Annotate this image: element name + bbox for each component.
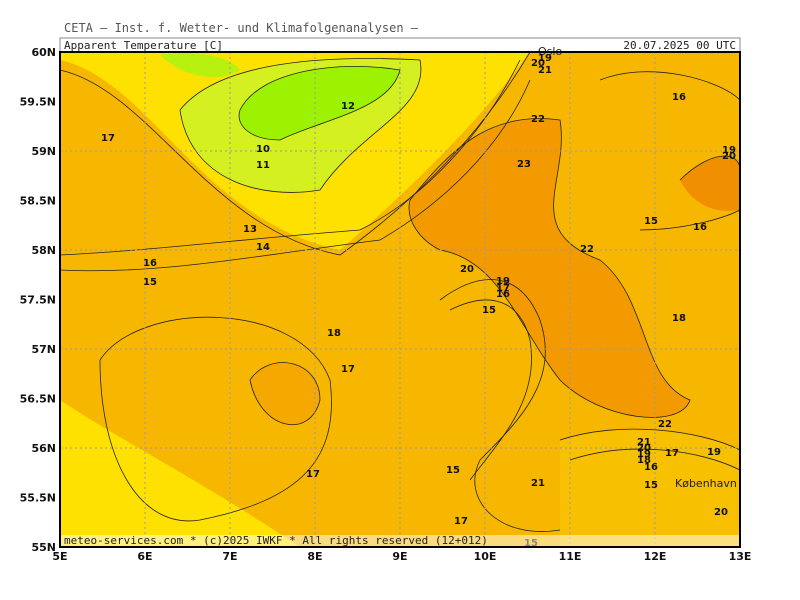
contour-label: 21 xyxy=(531,478,545,489)
lon-label: 11E xyxy=(559,550,582,563)
isoline-labels: OsloKøbenhavn171210111314161520191716151… xyxy=(101,45,737,549)
contour-label: 19 xyxy=(637,449,651,460)
contour-label: 15 xyxy=(644,480,658,491)
contour-label: 16 xyxy=(143,258,157,269)
lon-label: 8E xyxy=(307,550,322,563)
contour-label: 19 xyxy=(707,447,721,458)
lat-label: 57.5N xyxy=(20,294,56,307)
lat-label: 60N xyxy=(31,46,56,59)
contour-label: 15 xyxy=(482,305,496,316)
contour-label: 14 xyxy=(256,242,270,253)
lon-label: 10E xyxy=(474,550,497,563)
contour-label: 20 xyxy=(531,58,545,69)
lat-label: 59.5N xyxy=(20,96,56,109)
lat-label: 55N xyxy=(31,541,56,554)
contour-label: 16 xyxy=(496,289,510,300)
contour-label: 18 xyxy=(327,328,341,339)
lat-label: 55.5N xyxy=(20,492,56,505)
contour-label: 16 xyxy=(693,222,707,233)
graticule xyxy=(60,52,740,547)
footer-band xyxy=(60,535,740,547)
lon-label: 13E xyxy=(729,550,752,563)
lon-label: 6E xyxy=(137,550,152,563)
lat-label: 59N xyxy=(31,145,56,158)
contour-label: 20 xyxy=(460,264,474,275)
contour-label: 15 xyxy=(644,216,658,227)
contour-label: 16 xyxy=(644,462,658,473)
header: CETA — Inst. f. Wetter- und Klimafolgena… xyxy=(64,21,419,35)
contour-label: 22 xyxy=(531,114,545,125)
contour-label: 17 xyxy=(306,469,320,480)
contour-label: 15 xyxy=(143,277,157,288)
contour-label: 18 xyxy=(672,313,686,324)
contour-label: 15 xyxy=(446,465,460,476)
contour-label: 19 xyxy=(722,145,736,156)
contour-label: 17 xyxy=(341,364,355,375)
contour-label: 10 xyxy=(256,144,270,155)
lat-label: 58N xyxy=(31,244,56,257)
contour-label: 17 xyxy=(101,133,115,144)
contour-label: 21 xyxy=(637,437,651,448)
lon-label: 9E xyxy=(392,550,407,563)
contour-label: 21 xyxy=(538,65,552,76)
axes: 60N 59.5N 59N 58.5N 58N 57.5N 57N 56.5N 56N 55.5N… xyxy=(20,46,752,563)
isolines xyxy=(60,52,740,532)
lon-label: 7E xyxy=(222,550,237,563)
footer: meteo-services.com * (c)2025 IWKF * All … xyxy=(64,534,488,547)
contour-label: 17 xyxy=(454,516,468,527)
lon-label: 12E xyxy=(644,550,667,563)
map-date: 20.07.2025 00 UTC xyxy=(623,39,736,52)
contour-label: 12 xyxy=(341,101,355,112)
contour-label: 18 xyxy=(637,455,651,466)
contour-label: 20 xyxy=(714,507,728,518)
lat-label: 57N xyxy=(31,343,56,356)
contour-label: 22 xyxy=(580,244,594,255)
city-label: København xyxy=(675,477,737,490)
contour-label: 13 xyxy=(243,224,257,235)
lon-label: 5E xyxy=(52,550,67,563)
contour-label: 20 xyxy=(722,151,736,162)
contour-label: 19 xyxy=(538,53,552,64)
lat-label: 56N xyxy=(31,442,56,455)
contour-label: 16 xyxy=(672,92,686,103)
contour-label: 17 xyxy=(665,448,679,459)
contour-label: 20 xyxy=(637,443,651,454)
map-frame xyxy=(59,51,741,548)
contour-label: 23 xyxy=(517,159,531,170)
lat-label: 56.5N xyxy=(20,393,56,406)
lat-label: 58.5N xyxy=(20,195,56,208)
contour-label: 22 xyxy=(658,419,672,430)
contour-label: 19 xyxy=(496,276,510,287)
contour-label: 11 xyxy=(256,160,270,171)
contour-label: 17 xyxy=(496,283,510,294)
map-title: Apparent Temperature [C] xyxy=(64,39,223,52)
